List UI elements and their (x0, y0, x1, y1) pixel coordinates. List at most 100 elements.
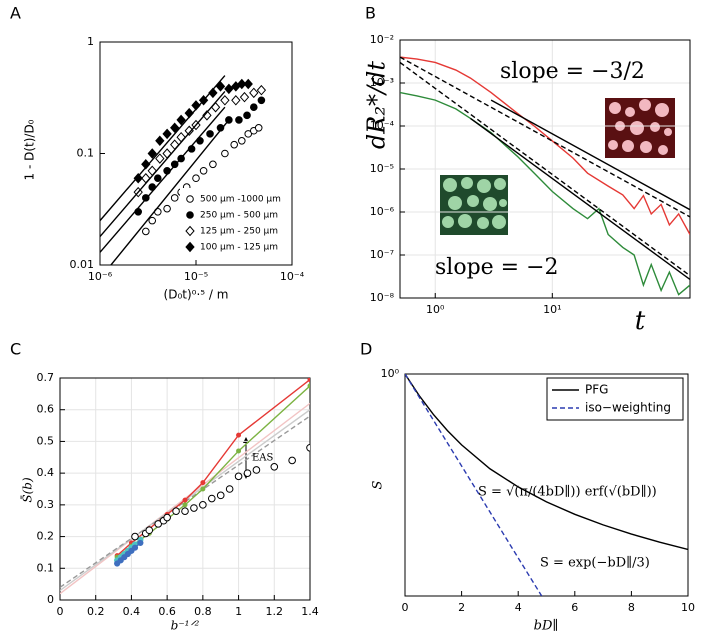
marker (207, 494, 216, 503)
y-tick-label: 0 (47, 593, 54, 606)
annotation: slope = −3/2 (500, 59, 645, 84)
marker (202, 110, 212, 121)
x-tick-label: 0.4 (123, 605, 141, 618)
marker (200, 480, 206, 486)
marker (170, 122, 180, 134)
marker (234, 472, 243, 481)
y-tick-label: 0.2 (37, 530, 55, 543)
marker (236, 432, 242, 438)
marker (200, 486, 206, 492)
panel: A 10⁻⁶ 10⁻⁵ 10⁻⁴ 0.01 0.1 1 (D₀t)⁰·⁵ / m 1 - D(t… (10, 4, 305, 302)
x-tick-label: 0.6 (158, 605, 176, 618)
marker (162, 148, 172, 159)
x-tick-label: 10⁻⁴ (280, 270, 305, 283)
marker (306, 443, 310, 452)
x-tick-label: 8 (628, 601, 635, 614)
y-tick-label: 0.1 (77, 147, 95, 160)
marker (181, 507, 189, 516)
x-tick-label: 2 (458, 601, 465, 614)
x-axis-label: b⁻¹ᐟ² (171, 619, 200, 633)
x-axis-label: bD∥ (534, 619, 559, 634)
y-tick-label: 10⁻⁷ (370, 248, 394, 261)
y-tick-label: 0.1 (37, 561, 55, 574)
marker (209, 160, 217, 169)
series-line (470, 117, 690, 281)
marker (307, 378, 310, 383)
inset-dark (605, 98, 675, 158)
x-tick-label: 1 (235, 605, 242, 618)
marker (307, 383, 310, 389)
marker (270, 463, 279, 471)
series-line (116, 379, 310, 557)
x-axis-label: t (635, 306, 646, 336)
marker (147, 148, 157, 159)
x-tick-label: 10⁰ (426, 303, 445, 316)
marker (215, 81, 226, 92)
marker (145, 526, 154, 535)
series-line (490, 99, 690, 211)
y-tick-label: 10⁻⁸ (370, 291, 395, 304)
marker (153, 174, 162, 183)
marker (238, 136, 246, 145)
x-tick-label: 10¹ (543, 303, 561, 316)
marker (243, 78, 253, 90)
annotation: slope = −2 (435, 255, 559, 280)
x-tick-label: 10 (681, 601, 695, 614)
y-tick-label: 0.01 (70, 258, 95, 271)
marker (182, 497, 188, 503)
x-tick-label: 0.8 (194, 605, 212, 618)
x-axis-label: (D₀t)⁰·⁵ / m (164, 288, 229, 302)
marker (288, 456, 296, 465)
x-tick-label: 0 (57, 605, 64, 618)
marker (162, 128, 172, 140)
legend-label: 500 µm -1000 µm (200, 195, 281, 205)
marker (141, 159, 151, 170)
series-line (400, 91, 690, 296)
y-tick-label: 10⁻⁴ (370, 119, 395, 132)
y-tick-label: 0.4 (37, 466, 55, 479)
marker (176, 114, 186, 126)
marker (199, 166, 208, 175)
plot-area (400, 56, 690, 296)
marker (185, 241, 195, 253)
marker (155, 153, 165, 164)
y-tick-label: 1 (87, 35, 94, 48)
legend-label: PFG (585, 383, 608, 397)
plot-frame (59, 377, 311, 601)
panel-label: B (365, 4, 376, 23)
marker (231, 95, 241, 106)
x-tick-label: 6 (571, 601, 578, 614)
plot-area (60, 378, 310, 595)
series-line (400, 61, 690, 277)
marker (133, 172, 143, 184)
marker (190, 504, 198, 512)
y-tick-label: 0.3 (37, 498, 55, 511)
marker (237, 78, 247, 90)
marker (221, 149, 229, 158)
marker (243, 469, 252, 477)
marker (256, 84, 267, 96)
x-tick-label: 1.4 (301, 605, 319, 618)
marker (148, 216, 157, 225)
legend-box (180, 188, 288, 258)
series-line (100, 106, 226, 253)
marker (239, 91, 250, 103)
marker (257, 96, 266, 105)
panel: D 0 2 4 6 8 10 10⁰ bD∥ S S = √(π/(4bD∥)) erf(√(bD∥… (360, 340, 695, 634)
annotation: EAS (252, 453, 274, 464)
marker (134, 208, 143, 216)
plot-frame (404, 373, 689, 597)
marker (236, 448, 242, 454)
plot-area (405, 374, 688, 596)
marker (208, 87, 218, 99)
panel: C 0 0.2 0.4 0.6 0.8 1 1.2 1.4 0 0.1 0.2 0.3 0.4 0.5 0.6… (10, 340, 319, 633)
y-tick-label: 0.7 (37, 371, 55, 384)
marker (225, 485, 234, 493)
inset-green (440, 175, 508, 235)
y-tick-label: 10⁰ (381, 367, 400, 380)
marker (249, 103, 258, 112)
y-tick-label: 0.5 (37, 434, 55, 447)
legend-label: 100 µm - 125 µm (200, 243, 278, 253)
marker (254, 124, 263, 132)
